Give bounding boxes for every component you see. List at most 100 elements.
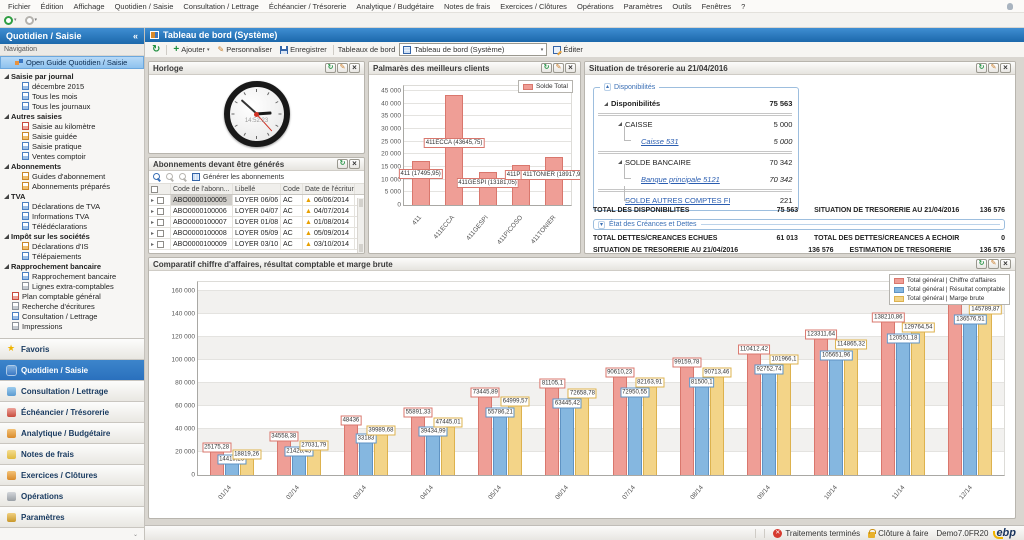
tree-item[interactable]: décembre 2015 [4, 81, 144, 91]
refresh-icon[interactable]: ↻ [325, 63, 336, 73]
help-cloud-icon[interactable] [1007, 3, 1013, 10]
treasury-row[interactable]: SOLDE BANCAIRE 70 342 [598, 151, 793, 170]
add-button[interactable]: + Ajouter ▾ [171, 44, 211, 55]
tree-item[interactable]: Autres saisies [4, 111, 144, 121]
edit-button[interactable]: Éditer [551, 44, 585, 55]
row-checkbox[interactable] [157, 196, 164, 204]
pencil-icon[interactable]: ✎ [988, 259, 999, 269]
zoom-in-icon[interactable] [166, 172, 175, 182]
row-checkbox[interactable] [157, 229, 164, 237]
menu-item[interactable]: Quotidien / Saisie [114, 1, 174, 11]
pencil-icon[interactable]: ✎ [337, 63, 348, 73]
debts-groupbox-collapsed[interactable]: ▾ État des Créances et Dettes [593, 219, 1005, 230]
tree-item[interactable]: Ventes comptoir [4, 151, 144, 161]
row-expander-icon[interactable]: ▸ [151, 230, 155, 237]
tree-item[interactable]: Impressions [4, 321, 144, 331]
menu-item[interactable]: Affichage [73, 1, 105, 11]
column-header[interactable]: Code de l'abonn... [171, 184, 233, 194]
menu-item[interactable]: Échéancier / Trésorerie [268, 1, 347, 11]
search-icon[interactable] [153, 172, 162, 182]
tree-item[interactable]: Abonnements préparés [4, 181, 144, 191]
tree-item[interactable]: Lignes extra-comptables [4, 281, 144, 291]
menu-item[interactable]: Analytique / Budgétaire [356, 1, 434, 11]
close-icon[interactable]: × [1000, 259, 1011, 269]
sidebar-item-open-guide[interactable]: Open Guide Quotidien / Saisie [0, 56, 144, 69]
tree-item[interactable]: Déclarations de TVA [4, 201, 144, 211]
tab-title[interactable]: Tableau de bord (Système) [163, 30, 278, 40]
nav-back-button[interactable]: ▾ [4, 15, 17, 25]
tree-item[interactable]: Guides d'abonnement [4, 171, 144, 181]
personalize-button[interactable]: ✎ Personnaliser [216, 44, 275, 55]
expand-group-icon[interactable]: ▾ [598, 220, 606, 229]
tree-item[interactable]: Informations TVA [4, 211, 144, 221]
tree-item[interactable]: Rapprochement bancaire [4, 261, 144, 271]
module-button[interactable]: Opérations [0, 486, 144, 507]
processing-status[interactable]: ✕ Traitements terminés [773, 528, 860, 538]
closure-status[interactable]: Clôture à faire [868, 528, 928, 538]
pencil-icon[interactable]: ✎ [988, 63, 999, 73]
tree-item[interactable]: Saisie par journal [4, 71, 144, 81]
tree-item[interactable]: Saisie guidée [4, 131, 144, 141]
menu-item[interactable]: ? [741, 1, 746, 11]
table-row[interactable]: ▸ ABO0000100005 LOYER 06/06 AC ▲ 06/06/20… [149, 195, 364, 206]
column-header[interactable]: Date de l'écriture [305, 184, 355, 194]
menu-item[interactable]: Édition [40, 1, 64, 11]
treasury-row[interactable]: SOLDE AUTRES COMPTES FINANCIERS 221 [598, 186, 793, 208]
table-row[interactable]: ▸ ABO0000100009 LOYER 03/10 AC ▲ 03/10/20… [149, 239, 364, 250]
table-row[interactable]: ▸ ABO0000100006 LOYER 04/07 AC ▲ 04/07/20… [149, 206, 364, 217]
treasury-row[interactable]: Banque principale 5121 70 342 [598, 164, 792, 189]
tree-item[interactable]: Plan comptable général [4, 291, 144, 301]
tree-item[interactable]: Consultation / Lettrage [4, 311, 144, 321]
module-button[interactable]: Favoris [0, 339, 144, 360]
refresh-icon[interactable]: ↻ [976, 259, 987, 269]
tree-item[interactable]: Abonnements [4, 161, 144, 171]
module-button[interactable]: Consultation / Lettrage [0, 381, 144, 402]
menu-item[interactable]: Notes de frais [443, 1, 491, 11]
row-expander-icon[interactable]: ▸ [151, 219, 155, 226]
row-checkbox[interactable] [157, 207, 164, 215]
module-button[interactable]: Paramètres [0, 507, 144, 528]
tree-item[interactable]: TVA [4, 191, 144, 201]
table-scrollbar[interactable] [357, 198, 364, 253]
table-row[interactable]: ▸ ABO0000100008 LOYER 05/09 AC ▲ 05/09/20… [149, 228, 364, 239]
tree-item[interactable]: Déclarations d'IS [4, 241, 144, 251]
treasury-row[interactable]: CAISSE 5 000 [598, 113, 793, 132]
menu-item[interactable]: Fenêtres [701, 1, 732, 11]
overflow-chevron-icon[interactable]: ⌄ [132, 531, 138, 538]
table-row[interactable]: ▸ ABO0000100007 LOYER 01/08 AC ▲ 01/08/20… [149, 217, 364, 228]
treasury-row[interactable]: Caisse 531 5 000 [598, 126, 792, 151]
menu-item[interactable]: Fichier [8, 1, 31, 11]
pencil-icon[interactable]: ✎ [553, 63, 564, 73]
menu-item[interactable]: Outils [672, 1, 692, 11]
collapse-group-icon[interactable]: ▴ [604, 83, 612, 91]
module-button[interactable]: Notes de frais [0, 444, 144, 465]
tree-item[interactable]: Tous les journaux [4, 101, 144, 111]
module-button[interactable]: Quotidien / Saisie [0, 360, 144, 381]
column-header[interactable]: Code ... [281, 184, 303, 194]
refresh-icon[interactable]: ↻ [976, 63, 987, 73]
row-checkbox[interactable] [157, 218, 164, 226]
refresh-icon[interactable]: ↻ [541, 63, 552, 73]
menu-item[interactable]: Opérations [576, 1, 614, 11]
close-icon[interactable]: × [349, 63, 360, 73]
dashboard-select[interactable]: Tableau de bord (Système) ▾ [399, 43, 548, 56]
tree-item[interactable]: Impôt sur les sociétés [4, 231, 144, 241]
tree-item[interactable]: Saisie au kilomètre [4, 121, 144, 131]
tree-item[interactable]: Saisie pratique [4, 141, 144, 151]
zoom-out-icon[interactable] [179, 172, 188, 182]
generate-subscriptions-button[interactable]: Générer les abonnements [192, 173, 284, 181]
nav-forward-button[interactable]: ▾ [24, 15, 37, 25]
row-checkbox[interactable] [157, 240, 164, 248]
menu-item[interactable]: Consultation / Lettrage [183, 1, 259, 11]
column-header[interactable]: Libellé [233, 184, 281, 194]
tree-item[interactable]: Recherche d'écritures [4, 301, 144, 311]
collapse-sidebar-button[interactable]: « [132, 31, 138, 41]
tree-item[interactable]: Tous les mois [4, 91, 144, 101]
tree-item[interactable]: Télédéclarations [4, 221, 144, 231]
module-button[interactable]: Exercices / Clôtures [0, 465, 144, 486]
refresh-icon[interactable]: ↻ [337, 159, 348, 169]
menu-item[interactable]: Exercices / Clôtures [500, 1, 567, 11]
menu-item[interactable]: Paramètres [623, 1, 663, 11]
close-icon[interactable]: × [565, 63, 576, 73]
tree-item[interactable]: Rapprochement bancaire [4, 271, 144, 281]
